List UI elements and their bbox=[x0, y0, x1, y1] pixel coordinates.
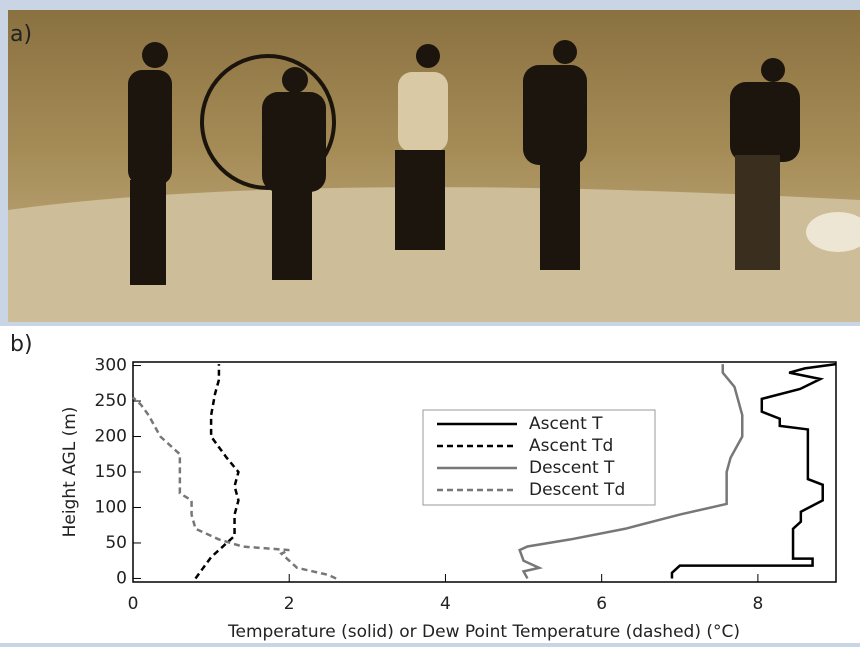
y-tick-label: 50 bbox=[105, 533, 127, 553]
legend-label: Descent T bbox=[529, 458, 615, 478]
x-tick-label: 8 bbox=[752, 594, 763, 614]
x-axis-label: Temperature (solid) or Dew Point Tempera… bbox=[227, 622, 740, 642]
y-axis-label: Height AGL (m) bbox=[60, 407, 80, 538]
data-line bbox=[132, 396, 337, 580]
x-tick-label: 6 bbox=[596, 594, 607, 614]
panel-label: a) bbox=[10, 22, 32, 47]
legend-label: Ascent T bbox=[529, 414, 603, 434]
x-tick-label: 4 bbox=[440, 594, 451, 614]
y-tick-label: 150 bbox=[95, 462, 127, 482]
y-tick-label: 250 bbox=[95, 391, 127, 411]
data-line bbox=[670, 362, 837, 579]
panel-label: b) bbox=[10, 332, 33, 357]
x-tick-label: 2 bbox=[284, 594, 295, 614]
y-tick-label: 0 bbox=[116, 568, 127, 588]
y-tick-label: 200 bbox=[95, 427, 127, 447]
legend-label: Descent Td bbox=[529, 480, 625, 500]
y-tick-label: 100 bbox=[95, 497, 127, 517]
data-line bbox=[194, 364, 240, 580]
y-tick-label: 300 bbox=[95, 356, 127, 376]
legend-label: Ascent Td bbox=[529, 436, 613, 456]
data-line bbox=[518, 364, 744, 580]
x-tick-label: 0 bbox=[128, 594, 139, 614]
photo bbox=[8, 10, 860, 322]
